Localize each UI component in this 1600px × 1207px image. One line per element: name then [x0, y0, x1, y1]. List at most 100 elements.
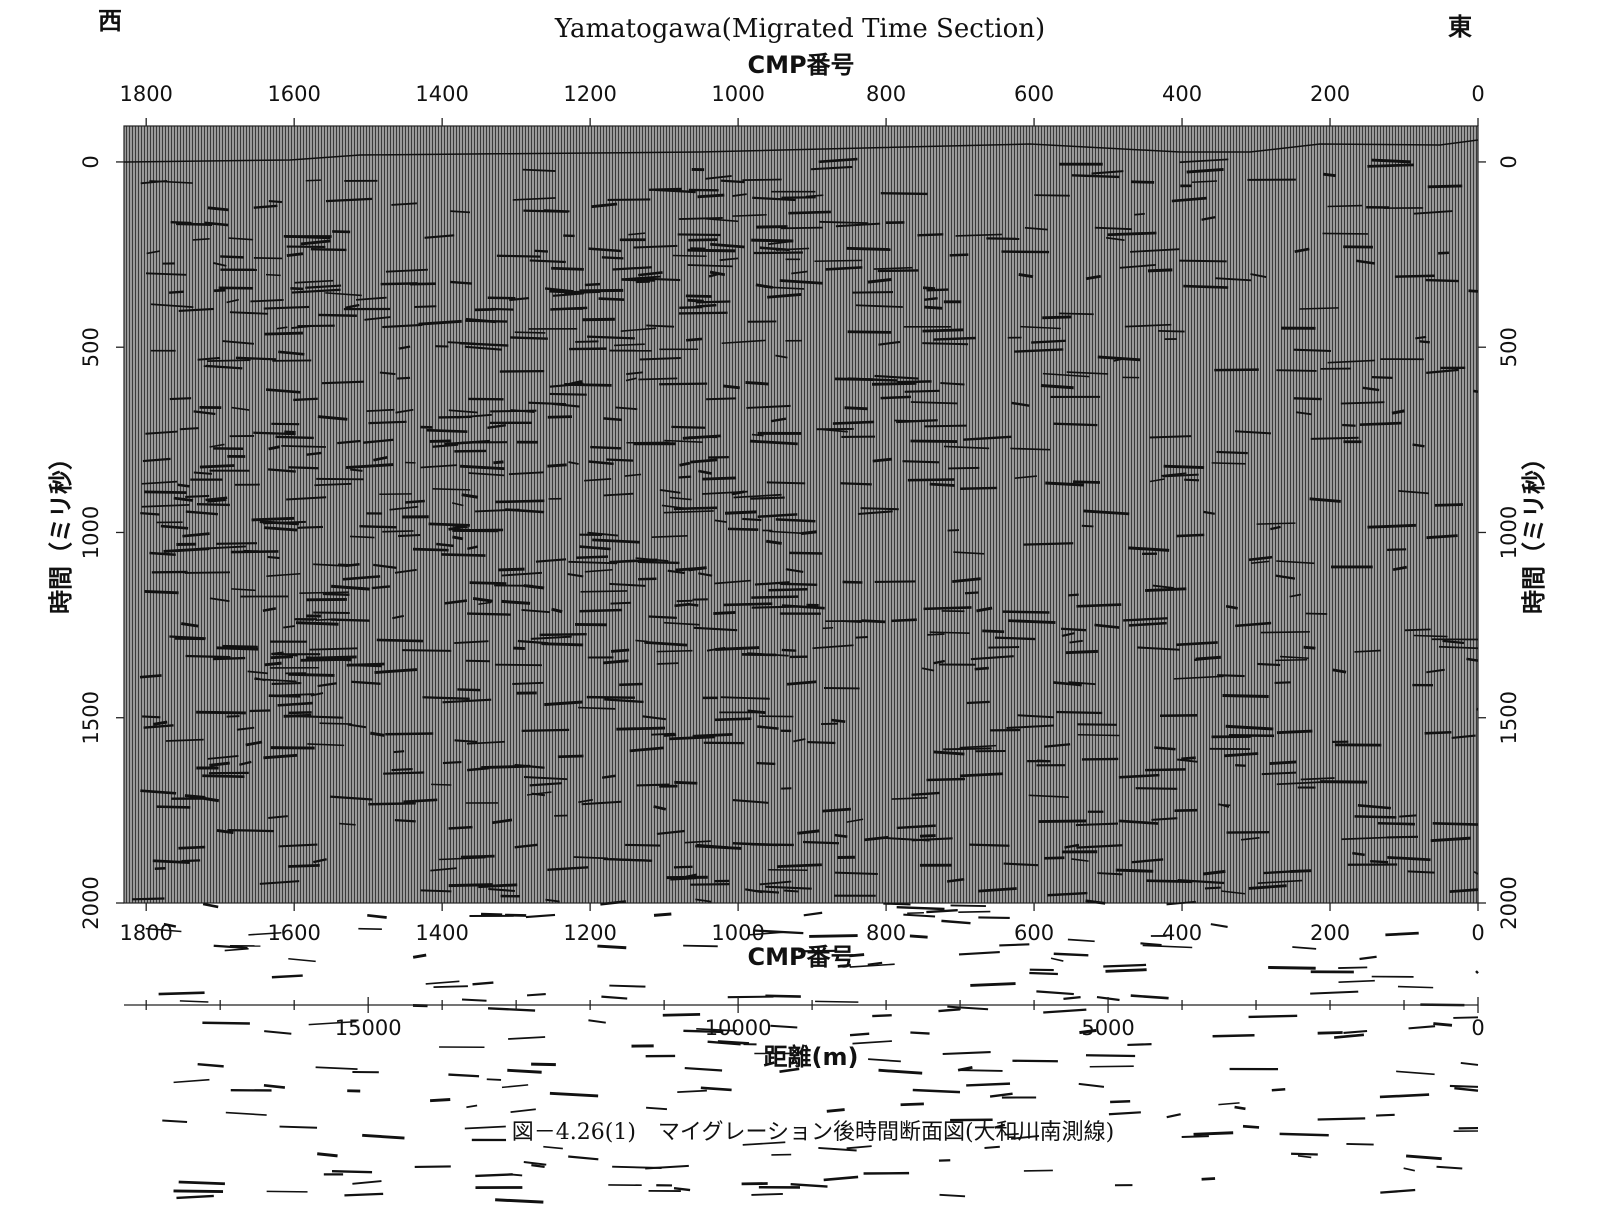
reflector: [818, 157, 858, 164]
reflector: [391, 202, 417, 206]
reflector: [283, 625, 296, 629]
reflector: [835, 222, 881, 228]
reflector: [329, 795, 373, 801]
reflector: [1225, 604, 1238, 610]
reflector: [1149, 435, 1192, 439]
x-tick-label: 600: [1014, 921, 1054, 945]
reflector: [727, 527, 759, 531]
reflector: [1085, 1054, 1136, 1058]
reflector: [278, 843, 318, 848]
reflector: [432, 488, 471, 491]
reflector: [222, 340, 255, 345]
reflector: [924, 305, 943, 310]
reflector: [809, 934, 858, 938]
reflector: [1053, 681, 1082, 687]
reflector: [878, 1068, 923, 1075]
reflector: [1322, 232, 1368, 235]
reflector: [478, 601, 492, 606]
y-tick-label: 1500: [1497, 691, 1521, 744]
reflector: [1179, 158, 1229, 164]
reflector: [322, 592, 350, 596]
reflector: [922, 342, 969, 346]
reflector: [295, 621, 339, 626]
reflector: [678, 311, 728, 315]
reflector: [212, 656, 246, 661]
reflector: [1217, 674, 1245, 678]
reflector: [1392, 565, 1408, 572]
reflector: [871, 381, 917, 386]
x-tick-label: 1600: [267, 82, 320, 106]
reflector: [442, 761, 462, 765]
reflector: [203, 796, 220, 803]
reflector: [826, 1108, 845, 1113]
reflector: [1135, 787, 1178, 790]
reflector: [528, 401, 567, 406]
reflector: [1128, 621, 1167, 627]
reflector: [805, 194, 824, 198]
reflector: [1064, 843, 1080, 849]
reflector: [268, 199, 283, 204]
reflector: [1124, 323, 1172, 328]
reflector: [131, 897, 165, 901]
reflector: [1405, 1154, 1442, 1161]
reflector: [1438, 645, 1479, 650]
reflector: [412, 547, 449, 552]
reflector: [480, 912, 503, 916]
reflector: [909, 934, 928, 939]
reflector: [466, 1104, 478, 1109]
reflector: [742, 178, 782, 182]
reflector: [1063, 995, 1081, 1001]
reflector: [678, 475, 692, 479]
seismic-section: [123, 125, 1479, 1204]
reflector: [1225, 724, 1274, 731]
reflector: [588, 1019, 606, 1024]
reflector: [472, 596, 493, 603]
reflector: [248, 931, 282, 936]
reflector: [359, 525, 397, 529]
reflector: [544, 700, 583, 707]
reflector: [160, 524, 189, 530]
reflector: [705, 175, 732, 180]
reflector: [501, 571, 543, 577]
reflector: [946, 878, 965, 883]
reflector: [600, 900, 627, 906]
reflector: [523, 209, 569, 213]
reflector: [1274, 681, 1291, 684]
reflector: [539, 633, 587, 637]
reflector: [1291, 1152, 1318, 1156]
reflector: [687, 248, 736, 253]
reflector: [767, 587, 808, 592]
reflector: [751, 238, 794, 243]
reflector: [710, 242, 745, 249]
reflector: [1065, 649, 1098, 655]
reflector: [656, 662, 679, 665]
x-tick-label: 200: [1310, 921, 1350, 945]
reflector: [567, 572, 584, 578]
reflector: [941, 919, 971, 925]
reflector: [984, 1145, 1000, 1150]
reflector: [259, 520, 299, 526]
reflector: [1038, 819, 1087, 823]
reflector: [465, 319, 508, 323]
reflector: [1379, 1093, 1430, 1099]
reflector: [806, 740, 836, 745]
reflector: [389, 505, 419, 511]
reflector: [1343, 1030, 1368, 1034]
reflector: [803, 840, 840, 845]
y-tick-label: 2000: [1497, 876, 1521, 929]
reflector: [1079, 1028, 1097, 1035]
reflector: [883, 902, 911, 906]
reflector: [330, 584, 370, 591]
reflector: [1042, 372, 1090, 378]
reflector: [840, 482, 872, 486]
reflector: [1341, 836, 1388, 841]
reflector: [662, 1012, 701, 1017]
reflector: [1127, 1043, 1152, 1047]
reflector: [1157, 329, 1185, 333]
reflector: [1263, 869, 1302, 875]
reflector: [1083, 509, 1130, 516]
reflector: [373, 563, 397, 570]
reflector: [447, 341, 475, 345]
reflector: [877, 269, 919, 273]
reflector: [291, 288, 341, 294]
